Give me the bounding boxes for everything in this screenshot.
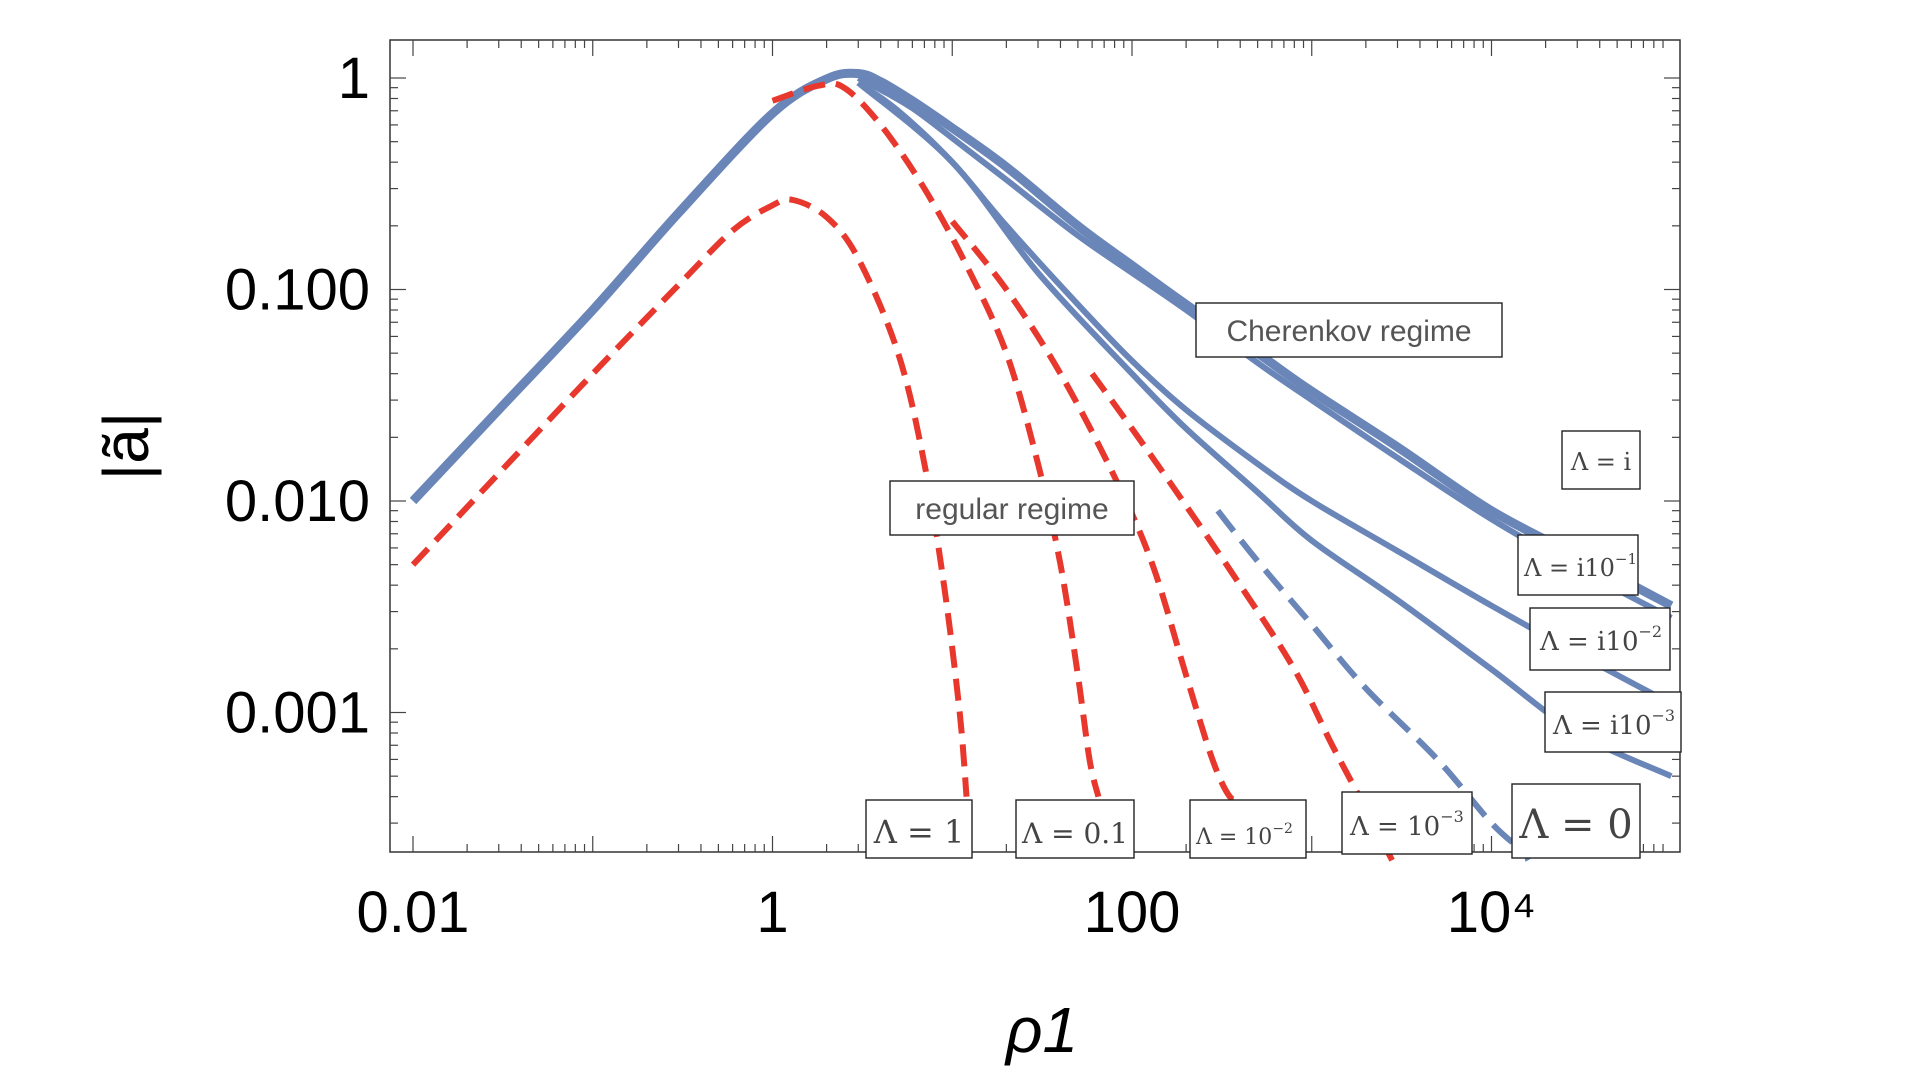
- y-axis-title-text: |ã|: [90, 412, 162, 481]
- label-lambda-10-2: Λ = 10−2: [1189, 799, 1307, 859]
- label-lambda-i10-1-text: Λ = i10−1: [1523, 550, 1637, 582]
- series-line--i10-: [856, 75, 1673, 621]
- label-lambda-1-text: Λ = 1: [873, 813, 965, 851]
- label-lambda-i: Λ = i: [1561, 430, 1641, 490]
- label-lambda-i10-2-text: Λ = i10−2: [1539, 622, 1662, 657]
- annotation-regular: regular regime: [889, 480, 1135, 536]
- x-tick-label: 10⁴: [1447, 880, 1536, 945]
- series-line--i10-: [856, 80, 1673, 779]
- label-lambda-01-text: Λ = 0.1: [1021, 817, 1128, 850]
- label-lambda-10-3-text: Λ = 10−3: [1349, 807, 1464, 842]
- label-lambda-01: Λ = 0.1: [1015, 799, 1135, 859]
- y-tick-label: 0.010: [225, 469, 370, 534]
- series-line--0: [1215, 508, 1532, 862]
- series-group: [409, 68, 1674, 862]
- x-tick-label: 1: [756, 880, 788, 945]
- series-line--10-: [949, 219, 1242, 803]
- ticks: [390, 40, 1680, 852]
- label-lambda-i10-3-text: Λ = i10−3: [1552, 706, 1675, 741]
- x-tick-label: 0.01: [357, 880, 470, 945]
- annotation-cherenkov: Cherenkov regime: [1195, 302, 1503, 358]
- series-line--i: [409, 68, 1674, 610]
- label-lambda-1: Λ = 1: [865, 799, 973, 859]
- y-tick-label: 0.001: [225, 681, 370, 746]
- label-lambda-0-text: Λ = 0: [1518, 802, 1632, 848]
- annotation-regular-text: regular regime: [915, 493, 1108, 526]
- label-lambda-i10-3: Λ = i10−3: [1544, 691, 1682, 753]
- series-line--1: [410, 196, 970, 797]
- series-line--10-: [1089, 371, 1395, 862]
- label-lambda-10-2-text: Λ = 10−2: [1195, 821, 1293, 850]
- y-axis-title: |ã|: [90, 412, 162, 481]
- series-line--0-1: [771, 80, 1102, 798]
- plot-frame: [389, 39, 1681, 853]
- label-lambda-0: Λ = 0: [1511, 783, 1641, 859]
- label-lambda-10-3: Λ = 10−3: [1341, 791, 1473, 855]
- y-tick-label: 1: [338, 46, 370, 111]
- label-lambda-i10-1: Λ = i10−1: [1517, 534, 1639, 596]
- tick-labels: 0.01 1 100 10⁴ 1 0.100 0.010 0.001: [225, 46, 1536, 945]
- y-tick-label: 0.100: [225, 258, 370, 323]
- x-tick-label: 100: [1084, 880, 1181, 945]
- annotation-cherenkov-text: Cherenkov regime: [1226, 315, 1471, 348]
- x-axis-title: ρ1: [1004, 994, 1078, 1066]
- label-lambda-i10-2: Λ = i10−2: [1529, 607, 1671, 671]
- label-lambda-i-text: Λ = i: [1570, 448, 1632, 476]
